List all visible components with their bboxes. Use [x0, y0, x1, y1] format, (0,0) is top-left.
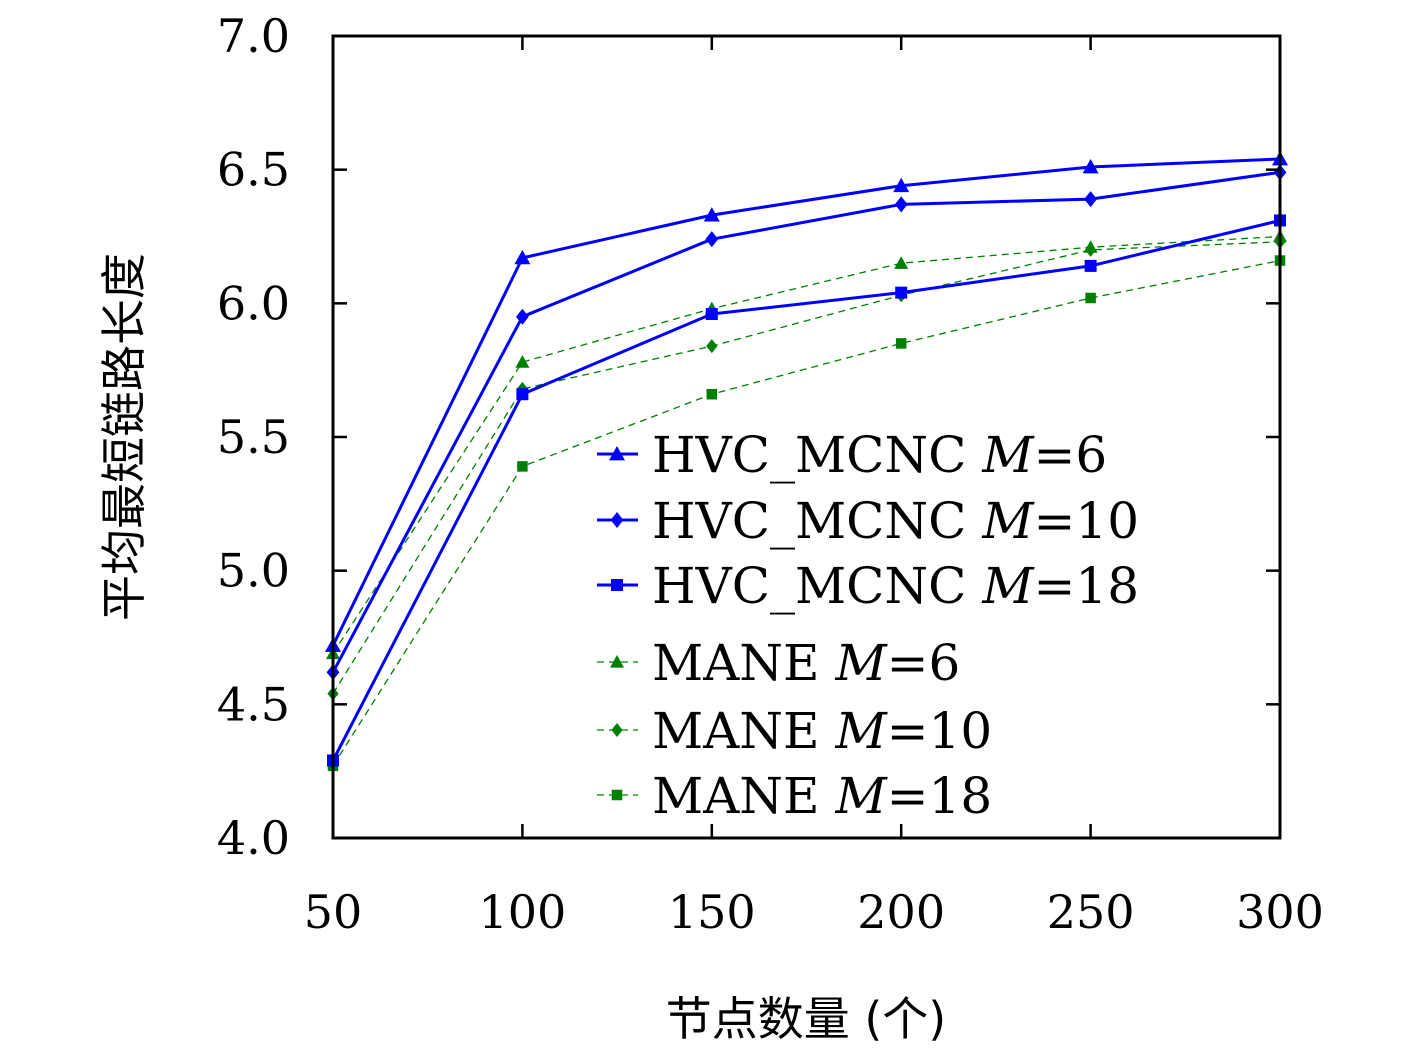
legend-marker-3	[610, 655, 624, 668]
y-tick-label-1: 4.5	[217, 677, 290, 731]
x-tick-label-0: 50	[304, 885, 363, 939]
series-1-point-1	[516, 308, 529, 325]
series-5-point-3	[895, 338, 907, 349]
series-0-line	[331, 157, 1281, 647]
series-5-point-1	[517, 461, 528, 472]
legend-label-5: MANE M=18	[652, 767, 992, 825]
series-2-point-4	[1084, 259, 1097, 272]
series-1-point-3	[894, 196, 908, 213]
series-0-point-2	[703, 207, 720, 222]
y-tick-label-4: 6.0	[217, 276, 290, 330]
series-0-point-1	[514, 249, 531, 265]
legend-label-1: HVC_MCNC M=10	[652, 492, 1139, 550]
legend-label-4: MANE M=10	[652, 702, 992, 760]
x-tick-label-3: 200	[857, 885, 945, 939]
legend-marker-2	[611, 579, 623, 591]
series-layer	[325, 150, 1288, 772]
legend: HVC_MCNC M=6 HVC_MCNC M=10 HVC_MCNC M=18 MA…	[597, 426, 1139, 825]
series-2-point-1	[516, 388, 529, 401]
series-5-point-4	[1085, 292, 1096, 304]
legend-label-0: HVC_MCNC M=6	[652, 426, 1107, 484]
series-3-point-3	[894, 256, 909, 269]
series-5-point-2	[706, 388, 718, 400]
y-axis-title: 平均最短链路长度	[97, 253, 151, 621]
legend-marker-1	[610, 512, 624, 528]
x-tick-label-5: 300	[1236, 885, 1324, 939]
x-tick-label-4: 250	[1047, 885, 1135, 939]
series-0-point-3	[893, 177, 910, 193]
y-tick-label-5: 6.5	[217, 143, 290, 197]
y-tick-label-6: 7.0	[217, 9, 290, 63]
legend-item-3: MANE M=6	[597, 634, 960, 692]
series-4-point-4	[1085, 242, 1097, 257]
legend-marker-0	[609, 446, 625, 461]
series-1-line	[331, 170, 1281, 674]
x-axis-title: 节点数量 (个)	[666, 992, 947, 1046]
legend-item-4: MANE M=10	[597, 702, 992, 760]
series-1-point-4	[1084, 191, 1097, 208]
legend-item-0: HVC_MCNC M=6	[597, 426, 1107, 484]
series-3-line	[332, 235, 1281, 654]
legend-label-2: HVC_MCNC M=18	[652, 557, 1139, 615]
legend-label-3: MANE M=6	[652, 634, 960, 692]
legend-item-2: HVC_MCNC M=18	[597, 557, 1139, 615]
series-0	[325, 150, 1288, 652]
legend-marker-5	[611, 789, 623, 801]
series-4-line	[332, 241, 1281, 694]
series-2-point-2	[705, 308, 718, 321]
axis-layer: 50 100 150 200 250 300 4.0 4.5 5.0 5.5 6.0 6.5 7.0	[217, 9, 1324, 939]
legend-marker-4	[611, 723, 623, 737]
series-3-point-1	[515, 355, 530, 368]
y-tick-label-3: 5.5	[217, 410, 290, 464]
series-2-point-3	[895, 286, 908, 299]
series-2-line	[331, 219, 1281, 762]
legend-item-1: HVC_MCNC M=10	[597, 492, 1139, 550]
series-0-point-4	[1082, 158, 1099, 174]
y-tick-label-0: 4.0	[217, 811, 290, 865]
series-2	[327, 214, 1286, 767]
series-4-point-2	[706, 339, 718, 354]
x-tick-label-2: 150	[668, 885, 756, 939]
y-tick-label-2: 5.0	[217, 544, 290, 598]
series-1	[326, 164, 1287, 681]
series-1-point-2	[705, 231, 719, 248]
legend-item-5: MANE M=18	[597, 767, 992, 825]
x-tick-label-1: 100	[478, 885, 566, 939]
